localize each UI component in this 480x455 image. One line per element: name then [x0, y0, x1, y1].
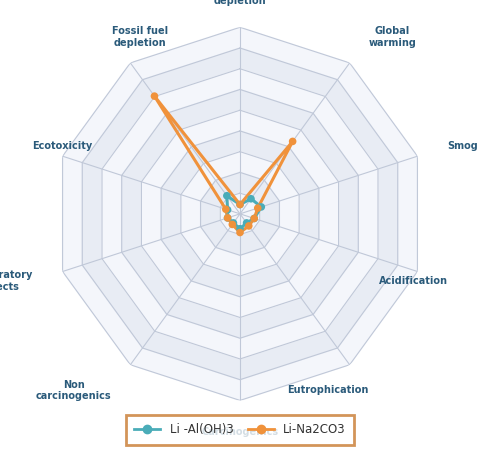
Text: Eutrophication: Eutrophication: [287, 385, 368, 395]
Polygon shape: [102, 69, 378, 359]
Point: [236, 229, 244, 236]
Text: Acidification: Acidification: [379, 276, 447, 286]
Point: [151, 92, 158, 100]
Point: [224, 206, 231, 213]
Polygon shape: [142, 110, 338, 318]
Point: [222, 206, 229, 213]
Point: [243, 219, 251, 227]
Polygon shape: [62, 27, 418, 400]
Text: Carcinogenics: Carcinogenics: [202, 427, 278, 437]
Point: [251, 215, 258, 222]
Legend: Li -Al(OH)3, Li-Na2CO3: Li -Al(OH)3, Li-Na2CO3: [126, 415, 354, 445]
Text: Global
warming: Global warming: [368, 26, 416, 48]
Point: [251, 215, 258, 222]
Polygon shape: [161, 131, 319, 297]
Polygon shape: [181, 152, 299, 276]
Point: [236, 201, 244, 208]
Point: [224, 214, 231, 222]
Point: [223, 192, 231, 199]
Text: Respiratory
effects: Respiratory effects: [0, 270, 33, 292]
Point: [247, 195, 255, 202]
Point: [224, 214, 231, 222]
Point: [289, 138, 297, 145]
Text: Fossil fuel
depletion: Fossil fuel depletion: [112, 26, 168, 48]
Point: [254, 204, 262, 212]
Text: Non
carcinogenics: Non carcinogenics: [36, 379, 112, 401]
Point: [229, 219, 237, 227]
Text: Ozone
depletion: Ozone depletion: [214, 0, 266, 6]
Text: Ecotoxicity: Ecotoxicity: [33, 142, 93, 152]
Polygon shape: [201, 172, 279, 255]
Polygon shape: [82, 48, 398, 379]
Text: Smog: Smog: [447, 142, 479, 152]
Point: [236, 201, 244, 208]
Polygon shape: [220, 193, 260, 235]
Polygon shape: [122, 90, 358, 338]
Point: [245, 222, 252, 230]
Point: [236, 225, 244, 233]
Point: [257, 203, 265, 211]
Point: [228, 221, 236, 228]
